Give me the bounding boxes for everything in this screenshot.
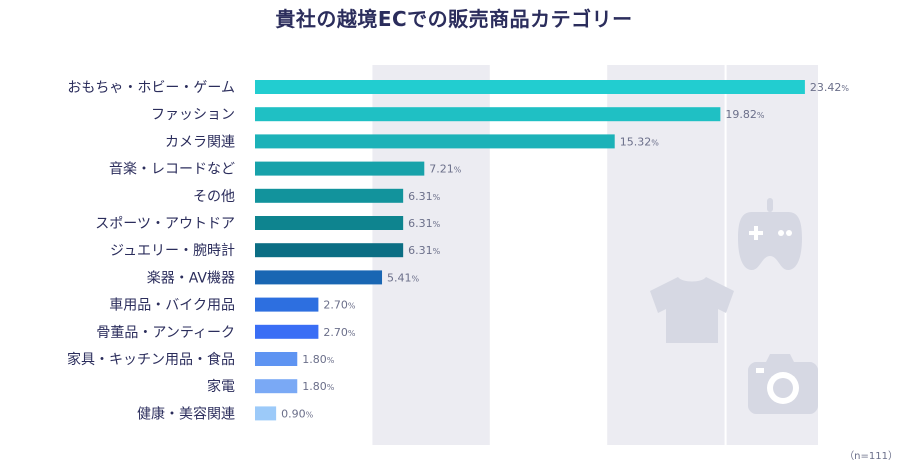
category-label: スポーツ・アウトドア — [95, 216, 235, 232]
value-label: 15.32% — [620, 135, 660, 148]
value-label: 6.31% — [408, 190, 441, 203]
bar — [255, 188, 404, 203]
category-label: ジュエリー・腕時計 — [110, 243, 235, 259]
bar — [255, 161, 425, 176]
bar — [255, 379, 298, 394]
background-bands — [372, 65, 818, 445]
category-label: おもちゃ・ホビー・ゲーム — [67, 80, 235, 96]
camera-icon — [748, 354, 818, 414]
category-label: 健康・美容関連 — [137, 405, 235, 422]
category-label: その他 — [193, 189, 235, 205]
bar — [255, 406, 277, 421]
value-label: 19.82% — [725, 108, 765, 121]
t-shirt-icon — [650, 277, 734, 343]
value-label: 5.41% — [387, 271, 420, 284]
value-label: 6.31% — [408, 217, 441, 230]
value-label: 6.31% — [408, 244, 441, 257]
chart-title: 貴社の越境ECでの販売商品カテゴリー — [275, 7, 633, 31]
category-label: 音楽・レコードなど — [109, 161, 235, 178]
decorative-icons — [650, 198, 818, 414]
value-labels: 23.42% 19.82% 15.32% 7.21% 6.31% 6.31% 6.31% 5.… — [281, 81, 849, 420]
bar — [255, 270, 383, 285]
value-label: 1.80% — [302, 380, 335, 393]
sample-size-note: （n=111） — [844, 451, 898, 462]
category-label: 家電 — [207, 378, 235, 395]
value-label: 23.42% — [810, 81, 850, 94]
value-label: 0.90% — [281, 407, 314, 420]
value-label: 7.21% — [429, 163, 462, 176]
value-label: 1.80% — [302, 353, 335, 366]
background-band — [607, 65, 725, 445]
bar — [255, 324, 319, 339]
bars — [255, 80, 805, 421]
game-controller-icon — [738, 198, 802, 270]
category-label: カメラ関連 — [165, 134, 235, 150]
bar — [255, 243, 404, 258]
value-label: 2.70% — [323, 299, 356, 312]
value-label: 2.70% — [323, 326, 356, 339]
bar — [255, 297, 319, 312]
category-label: 骨董品・アンティーク — [96, 325, 235, 341]
category-labels: おもちゃ・ホビー・ゲームファッションカメラ関連音楽・レコードなどその他スポーツ・… — [67, 80, 235, 422]
bar — [255, 216, 404, 230]
category-label: 楽器・AV機器 — [147, 270, 235, 286]
bar — [255, 134, 615, 149]
category-label: 車用品・バイク用品 — [109, 297, 235, 314]
category-label: 家具・キッチン用品・食品 — [67, 351, 235, 368]
bar — [255, 107, 721, 122]
category-label: ファッション — [151, 107, 235, 123]
bar — [255, 352, 298, 366]
bar — [255, 80, 805, 94]
